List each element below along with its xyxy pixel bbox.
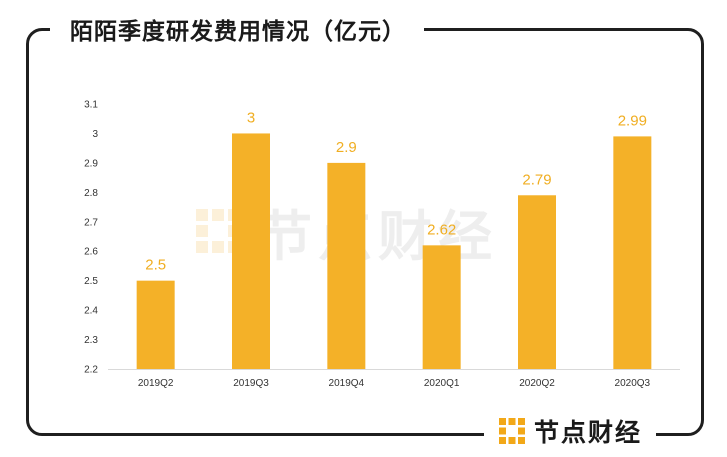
x-tick-label: 2019Q2 <box>138 378 174 389</box>
bar-2020Q2 <box>518 195 556 369</box>
x-tick-label: 2019Q3 <box>233 378 269 389</box>
brand-name: 节点财经 <box>534 418 643 447</box>
x-tick-label: 2020Q3 <box>615 378 651 389</box>
x-axis: 2019Q2 2019Q3 2019Q4 2020Q1 2020Q2 2020Q3 <box>138 378 651 389</box>
bar-2019Q3 <box>232 133 270 369</box>
data-label: 2.99 <box>618 112 647 129</box>
y-tick-label: 3.1 <box>84 100 98 111</box>
data-label: 2.5 <box>145 257 166 274</box>
brand-logo-icon <box>499 418 525 444</box>
y-tick-label: 2.8 <box>84 188 98 199</box>
y-tick-label: 3 <box>92 129 98 140</box>
data-label: 2.9 <box>336 139 357 156</box>
data-labels: 2.5 3 2.9 2.62 2.79 2.99 <box>145 109 647 273</box>
data-label: 2.62 <box>427 221 456 238</box>
y-tick-label: 2.6 <box>84 247 98 258</box>
chart-title: 陌陌季度研发费用情况（亿元） <box>70 19 406 45</box>
brand-footer: 节点财经 <box>484 412 657 450</box>
x-tick-label: 2019Q4 <box>329 378 365 389</box>
x-tick-label: 2020Q2 <box>519 378 555 389</box>
x-tick-label: 2020Q1 <box>424 378 460 389</box>
title-container: 陌陌季度研发费用情况（亿元） <box>50 12 424 46</box>
y-tick-label: 2.2 <box>84 365 98 376</box>
bar-2020Q3 <box>613 136 652 369</box>
y-tick-label: 2.7 <box>84 217 98 228</box>
y-tick-label: 2.4 <box>84 306 98 317</box>
bar-2019Q2 <box>136 280 175 369</box>
data-label: 2.79 <box>522 171 551 188</box>
y-tick-label: 2.5 <box>84 276 98 287</box>
bars <box>136 133 652 369</box>
y-tick-label: 2.9 <box>84 158 98 169</box>
bar-2020Q1 <box>422 245 461 369</box>
data-label: 3 <box>247 109 255 126</box>
y-axis: 2.2 2.3 2.4 2.5 2.6 2.7 2.8 2.9 3 3.1 <box>84 100 98 376</box>
bar-2019Q4 <box>327 162 366 369</box>
y-tick-label: 2.3 <box>84 335 98 346</box>
